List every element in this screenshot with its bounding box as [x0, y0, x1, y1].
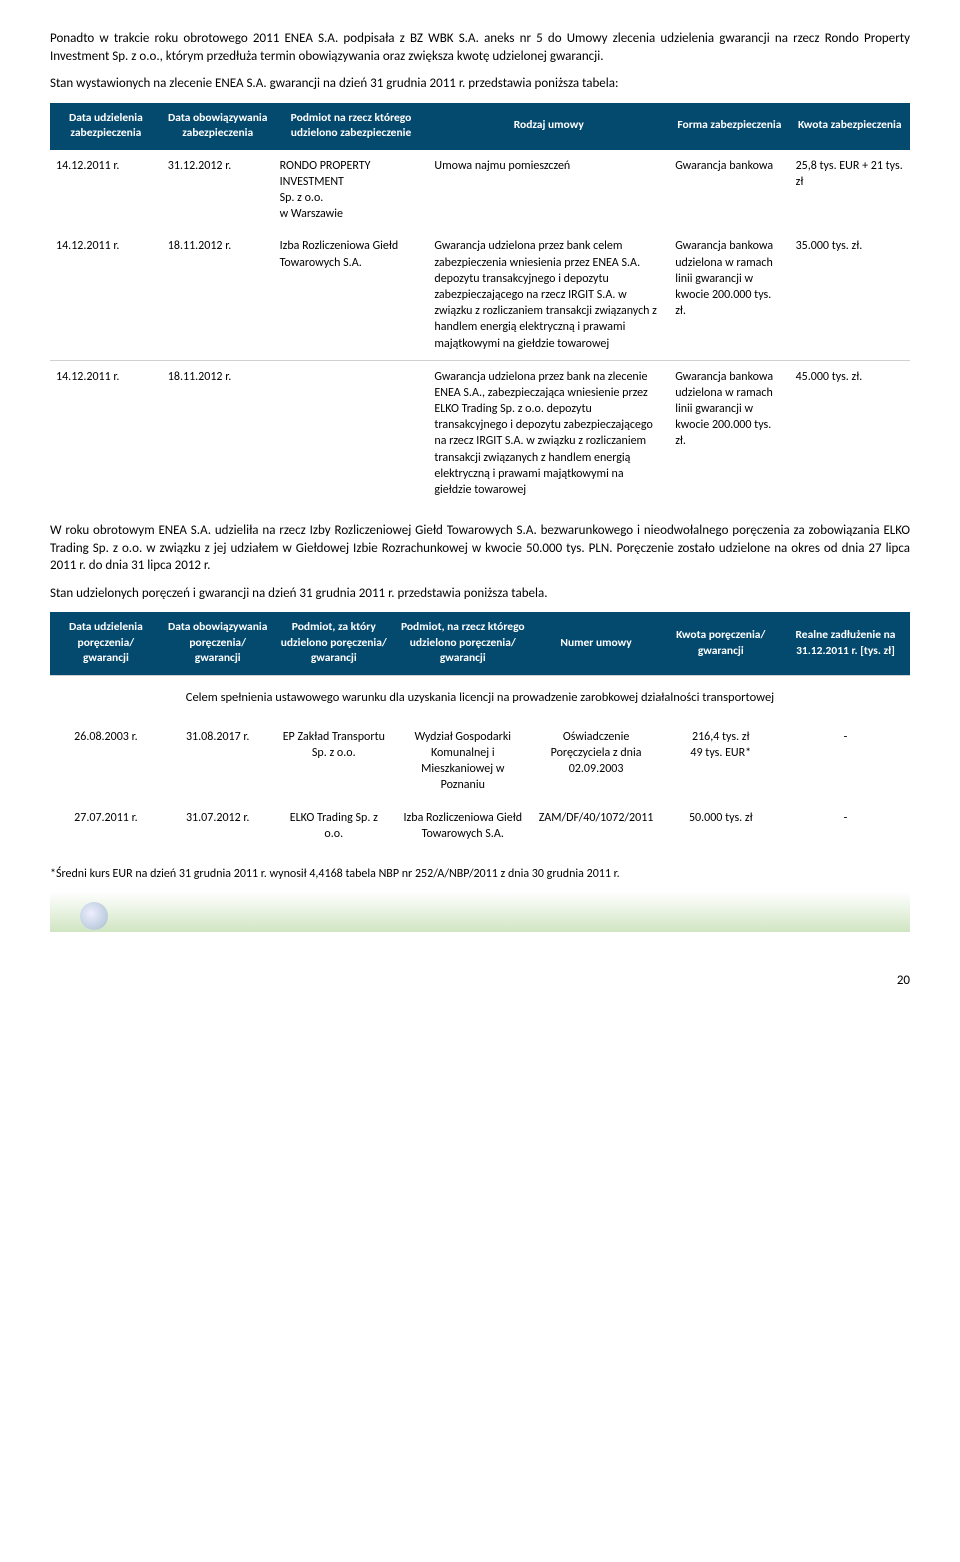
table-row: 14.12.2011 r. 31.12.2012 r. RONDO PROPER…: [50, 150, 910, 231]
lightbulb-icon: [80, 902, 108, 930]
cell: 26.08.2003 r.: [50, 721, 162, 802]
table-sureties: Data udzielenia poręczenia/ gwarancji Da…: [50, 612, 910, 850]
th: Data obowiązywania zabezpieczenia: [162, 103, 274, 150]
table-banner-row: Celem spełnienia ustawowego warunku dla …: [50, 675, 910, 720]
cell: 14.12.2011 r.: [50, 360, 162, 506]
cell: Izba Rozliczeniowa Giełd Towarowych S.A.: [394, 802, 532, 850]
cell: Oświadczenie Poręczyciela z dnia 02.09.2…: [532, 721, 661, 802]
th: Data udzielenia poręczenia/ gwarancji: [50, 612, 162, 675]
cell: 31.08.2017 r.: [162, 721, 274, 802]
cell: RONDO PROPERTY INVESTMENT Sp. z o.o. w W…: [274, 150, 429, 231]
cell: 14.12.2011 r.: [50, 150, 162, 231]
cell: 31.12.2012 r.: [162, 150, 274, 231]
th: Podmiot, za który udzielono poręczenia/ …: [274, 612, 394, 675]
banner-cell: Celem spełnienia ustawowego warunku dla …: [50, 675, 910, 720]
paragraph-4: Stan udzielonych poręczeń i gwarancji na…: [50, 585, 910, 603]
cell: Gwarancja udzielona przez bank na zlecen…: [428, 360, 669, 506]
th: Kwota zabezpieczenia: [790, 103, 910, 150]
th: Podmiot na rzecz którego udzielono zabez…: [274, 103, 429, 150]
cell: -: [781, 802, 910, 850]
cell: 216,4 tys. zł 49 tys. EUR*: [661, 721, 781, 802]
paragraph-1: Ponadto w trakcie roku obrotowego 2011 E…: [50, 30, 910, 65]
footnote: *Średni kurs EUR na dzień 31 grudnia 201…: [50, 866, 910, 882]
cell: 45.000 tys. zł.: [790, 360, 910, 506]
cell: ZAM/DF/40/1072/2011: [532, 802, 661, 850]
cell: 27.07.2011 r.: [50, 802, 162, 850]
cell: 18.11.2012 r.: [162, 230, 274, 360]
cell: 50.000 tys. zł: [661, 802, 781, 850]
cell: 25,8 tys. EUR + 21 tys. zł: [790, 150, 910, 231]
th: Data udzielenia zabezpieczenia: [50, 103, 162, 150]
cell: Gwarancja bankowa udzielona w ramach lin…: [669, 360, 789, 506]
paragraph-3: W roku obrotowym ENEA S.A. udzieliła na …: [50, 522, 910, 575]
cell: Umowa najmu pomieszczeń: [428, 150, 669, 231]
table-row: 26.08.2003 r. 31.08.2017 r. EP Zakład Tr…: [50, 721, 910, 802]
th: Kwota poręczenia/ gwarancji: [661, 612, 781, 675]
cell: [274, 360, 429, 506]
cell: Izba Rozliczeniowa Giełd Towarowych S.A.: [274, 230, 429, 360]
table-row: 14.12.2011 r. 18.11.2012 r. Gwarancja ud…: [50, 360, 910, 506]
th: Data obowiązywania poręczenia/ gwarancji: [162, 612, 274, 675]
footer-decoration: [50, 892, 910, 932]
cell: 14.12.2011 r.: [50, 230, 162, 360]
table-header-row: Data udzielenia zabezpieczenia Data obow…: [50, 103, 910, 150]
cell: ELKO Trading Sp. z o.o.: [274, 802, 394, 850]
cell: Gwarancja bankowa: [669, 150, 789, 231]
cell: -: [781, 721, 910, 802]
th: Podmiot, na rzecz którego udzielono porę…: [394, 612, 532, 675]
th: Forma zabezpieczenia: [669, 103, 789, 150]
page-number: 20: [50, 972, 910, 990]
th: Rodzaj umowy: [428, 103, 669, 150]
table-row: 14.12.2011 r. 18.11.2012 r. Izba Rozlicz…: [50, 230, 910, 360]
paragraph-2: Stan wystawionych na zlecenie ENEA S.A. …: [50, 75, 910, 93]
cell: Gwarancja udzielona przez bank celem zab…: [428, 230, 669, 360]
cell: Wydział Gospodarki Komunalnej i Mieszkan…: [394, 721, 532, 802]
cell: EP Zakład Transportu Sp. z o.o.: [274, 721, 394, 802]
table-row: 27.07.2011 r. 31.07.2012 r. ELKO Trading…: [50, 802, 910, 850]
th: Realne zadłużenie na 31.12.2011 r. [tys.…: [781, 612, 910, 675]
cell: 18.11.2012 r.: [162, 360, 274, 506]
table-header-row: Data udzielenia poręczenia/ gwarancji Da…: [50, 612, 910, 675]
th: Numer umowy: [532, 612, 661, 675]
cell: 35.000 tys. zł.: [790, 230, 910, 360]
cell: 31.07.2012 r.: [162, 802, 274, 850]
table-guarantees: Data udzielenia zabezpieczenia Data obow…: [50, 103, 910, 507]
cell: Gwarancja bankowa udzielona w ramach lin…: [669, 230, 789, 360]
